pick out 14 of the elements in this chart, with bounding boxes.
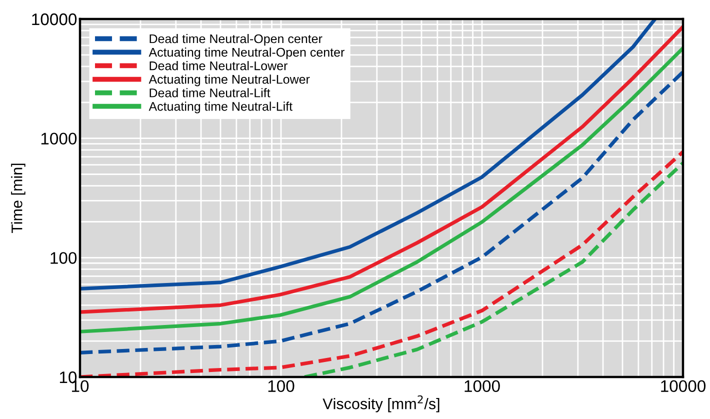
y-axis-title: Time [min]: [11, 164, 26, 234]
x-tick-label: 100: [268, 380, 294, 392]
x-tick-label: 10000: [661, 380, 706, 392]
y-tick-label: 1000: [41, 132, 77, 145]
legend-label: Dead time Neutral-Open center: [150, 34, 322, 46]
legend-label: Actuating time Neutral-Lower: [148, 74, 310, 86]
legend-label: Dead time Neutral-Lower: [150, 61, 288, 70]
legend-label: Actuating time Neutral-Lift: [148, 102, 292, 114]
legend-label: Actuating time Neutral-Open center: [148, 48, 344, 60]
x-tick-label: 1000: [464, 380, 500, 392]
x-axis-title: Viscosity [mm$^{2}$/s]: [322, 395, 440, 412]
y-tick-label: 10000: [32, 13, 77, 26]
y-tick-label: 100: [50, 252, 77, 264]
legend-label: Dead time Neutral-Lift: [150, 88, 270, 98]
